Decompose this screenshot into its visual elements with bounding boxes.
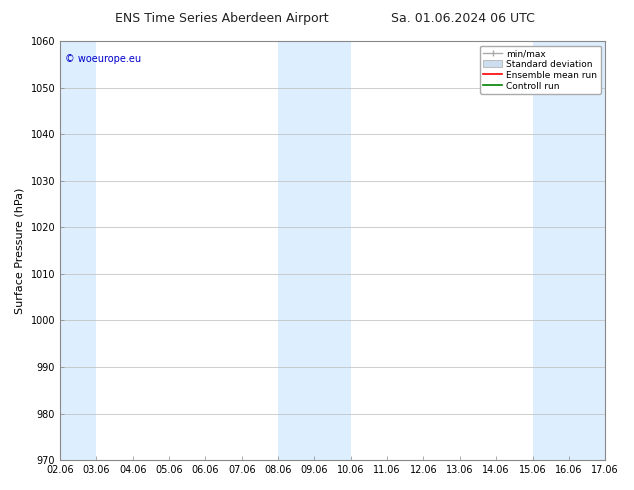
Legend: min/max, Standard deviation, Ensemble mean run, Controll run: min/max, Standard deviation, Ensemble me… — [480, 46, 600, 94]
Text: © woeurope.eu: © woeurope.eu — [65, 53, 141, 64]
Text: Sa. 01.06.2024 06 UTC: Sa. 01.06.2024 06 UTC — [391, 12, 534, 25]
Bar — [278, 41, 351, 460]
Text: ENS Time Series Aberdeen Airport: ENS Time Series Aberdeen Airport — [115, 12, 328, 25]
Bar — [60, 41, 96, 460]
Y-axis label: Surface Pressure (hPa): Surface Pressure (hPa) — [15, 187, 25, 314]
Bar — [533, 41, 605, 460]
